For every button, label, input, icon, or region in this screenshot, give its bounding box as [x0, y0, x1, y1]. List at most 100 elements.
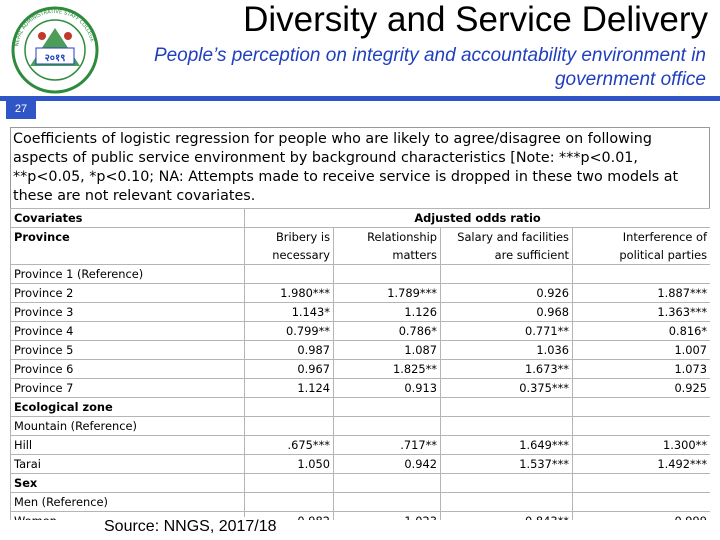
odds-ratio-cell: [571, 416, 710, 436]
table-row: Province 1 (Reference): [10, 264, 710, 284]
odds-ratio-cell: [333, 416, 441, 436]
row-label: Province 2: [10, 283, 245, 303]
slide-divider: [0, 96, 720, 101]
slide-subtitle: People’s perception on integrity and acc…: [153, 45, 706, 90]
row-label: Ecological zone: [10, 397, 245, 417]
odds-ratio-cell: 1.825**: [333, 359, 441, 379]
row-label: Province 6: [10, 359, 245, 379]
column-header-salary: Salary and facilities are sufficient: [440, 227, 573, 265]
odds-ratio-cell: 1.126: [333, 302, 441, 322]
odds-ratio-cell: [440, 492, 573, 512]
odds-ratio-cell: [244, 416, 334, 436]
odds-ratio-cell: 0.913: [333, 378, 441, 398]
table-row: Province 5 0.987 1.087 1.036 1.007: [10, 340, 710, 360]
row-label: Men (Reference): [10, 492, 245, 512]
odds-ratio-cell: [333, 492, 441, 512]
odds-ratio-cell: [333, 473, 441, 493]
odds-ratio-cell: 1.789***: [333, 283, 441, 303]
odds-ratio-cell: .675***: [244, 435, 334, 455]
odds-ratio-cell: 1.673**: [440, 359, 573, 379]
table-row: Province 3 1.143* 1.126 0.968 1.363***: [10, 302, 710, 322]
odds-ratio-cell: 0.999: [571, 511, 710, 520]
column-header-row: Province Bribery is necessary Relationsh…: [10, 227, 710, 265]
odds-ratio-cell: [244, 473, 334, 493]
odds-ratio-cell: [571, 397, 710, 417]
odds-ratio-cell: 0.942: [333, 454, 441, 474]
odds-ratio-cell: 1.300**: [571, 435, 710, 455]
row-label: Hill: [10, 435, 245, 455]
odds-ratio-cell: [440, 473, 573, 493]
slide-number: 27: [6, 99, 36, 119]
odds-ratio-cell: 0.771**: [440, 321, 573, 341]
odds-ratio-cell: 0.968: [440, 302, 573, 322]
table-row: Hill .675*** .717** 1.649*** 1.300**: [10, 435, 710, 455]
row-label: Mountain (Reference): [10, 416, 245, 436]
odds-ratio-cell: [571, 473, 710, 493]
odds-ratio-cell: 0.987: [244, 340, 334, 360]
odds-ratio-cell: 1.492***: [571, 454, 710, 474]
odds-ratio-cell: [244, 397, 334, 417]
odds-ratio-cell: 1.036: [440, 340, 573, 360]
odds-ratio-cell: 0.925: [571, 378, 710, 398]
table-row: Mountain (Reference): [10, 416, 710, 436]
table-row: Province 2 1.980*** 1.789*** 0.926 1.887***: [10, 283, 710, 303]
adjusted-odds-header: Adjusted odds ratio: [243, 208, 710, 228]
odds-ratio-cell: [333, 264, 441, 284]
logo-year: २०१९: [45, 53, 66, 64]
odds-ratio-cell: 1.649***: [440, 435, 573, 455]
odds-ratio-cell: [440, 416, 573, 436]
regression-table-container: Coefficients of logistic regression for …: [10, 127, 710, 520]
slide-title: Diversity and Service Delivery: [243, 0, 708, 39]
row-label: Province 1 (Reference): [10, 264, 245, 284]
odds-ratio-cell: 1.537***: [440, 454, 573, 474]
odds-ratio-cell: 0.816*: [571, 321, 710, 341]
odds-ratio-cell: [571, 492, 710, 512]
table-row: Ecological zone: [10, 397, 710, 417]
odds-ratio-cell: 0.799**: [244, 321, 334, 341]
row-label: Province 7: [10, 378, 245, 398]
column-header-relationship: Relationship matters: [333, 227, 441, 265]
regression-table: Covariates Adjusted odds ratio Province …: [10, 208, 710, 520]
odds-ratio-cell: 0.786*: [333, 321, 441, 341]
odds-ratio-cell: [333, 397, 441, 417]
odds-ratio-cell: [244, 492, 334, 512]
odds-ratio-cell: 0.375***: [440, 378, 573, 398]
odds-ratio-cell: 1.887***: [571, 283, 710, 303]
table-row: Province 7 1.124 0.913 0.375*** 0.925: [10, 378, 710, 398]
covariates-header: Covariates: [10, 208, 245, 228]
row-label: Province 3: [10, 302, 245, 322]
table-row: Province 4 0.799** 0.786* 0.771** 0.816*: [10, 321, 710, 341]
odds-ratio-cell: [440, 264, 573, 284]
odds-ratio-cell: 1.980***: [244, 283, 334, 303]
odds-ratio-cell: 1.363***: [571, 302, 710, 322]
odds-ratio-cell: .717**: [333, 435, 441, 455]
college-logo: २०१९ NEPAL ADMINISTRATIVE STAFF COLLEGE: [8, 6, 102, 94]
column-header-bribery: Bribery is necessary: [244, 227, 334, 265]
table-row: Men (Reference): [10, 492, 710, 512]
odds-ratio-cell: 1.073: [571, 359, 710, 379]
odds-ratio-cell: 1.007: [571, 340, 710, 360]
row-label: Tarai: [10, 454, 245, 474]
province-header: Province: [10, 227, 245, 265]
table-row: Tarai 1.050 0.942 1.537*** 1.492***: [10, 454, 710, 474]
odds-ratio-cell: 1.050: [244, 454, 334, 474]
table-row: Women0.9821.0230.843**0.999: [10, 511, 710, 520]
odds-ratio-cell: 0.967: [244, 359, 334, 379]
odds-ratio-cell: 1.143*: [244, 302, 334, 322]
odds-ratio-cell: 1.023: [333, 511, 441, 520]
row-label: Province 5: [10, 340, 245, 360]
odds-ratio-cell: 1.124: [244, 378, 334, 398]
odds-ratio-cell: [244, 264, 334, 284]
table-row: Sex: [10, 473, 710, 493]
source-note: Source: NNGS, 2017/18: [102, 517, 279, 537]
table-caption: Coefficients of logistic regression for …: [10, 127, 710, 208]
odds-ratio-cell: 0.926: [440, 283, 573, 303]
odds-ratio-cell: [440, 397, 573, 417]
row-label: Sex: [10, 473, 245, 493]
odds-ratio-cell: [571, 264, 710, 284]
column-header-political: Interference of political parties: [571, 227, 710, 265]
table-header-row: Covariates Adjusted odds ratio: [10, 208, 710, 228]
row-label: Province 4: [10, 321, 245, 341]
odds-ratio-cell: 0.843**: [440, 511, 573, 520]
table-row: Province 6 0.967 1.825** 1.673** 1.073: [10, 359, 710, 379]
